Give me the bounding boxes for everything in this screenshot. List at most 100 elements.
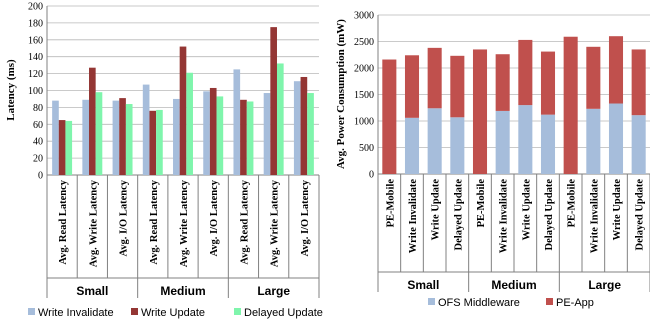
legend-label: Write Update [141,307,205,319]
legend-swatch [131,308,138,315]
bar-write-invalidate [112,100,120,175]
bar-write-update [58,120,66,175]
latency-y-axis-label: Latency (ms) [5,59,17,121]
bar-ofs-middleware [608,103,624,174]
bar-delayed-update [276,63,284,175]
bar-write-update [300,76,308,175]
bar-ofs-middleware [404,117,420,174]
x-category-label: Write Invalidate [408,179,419,254]
bar-write-update [149,110,157,175]
y-tick-label: 140 [28,52,43,63]
x-category-label: Write Update [612,179,623,241]
x-group-label: Medium [160,284,205,298]
bar-delayed-update [186,72,193,175]
x-category-label: Avg. I/O Latency [209,179,220,256]
x-category-label: PE-Mobile [476,179,487,228]
bar-ofs-middleware [540,114,556,174]
bar-delayed-update [65,120,73,175]
bar-ofs-middleware [495,110,510,174]
bar-write-invalidate [233,69,241,175]
y-tick-label: 40 [33,137,43,148]
bar-write-invalidate [142,84,150,175]
bar-delayed-update [216,96,224,175]
bar-write-invalidate [52,100,59,175]
bar-ofs-middleware [586,108,601,174]
x-category-label: Avg. Write Latency [270,179,281,267]
x-group-label: Small [76,284,108,298]
bar-write-update [89,67,96,175]
bar-write-update [270,27,277,175]
x-category-label: Delayed Update [544,179,555,251]
bar-pe-app [563,36,578,175]
x-category-label: PE-Mobile [567,179,578,228]
y-tick-label: 1500 [354,90,374,101]
x-category-label: Write Invalidate [589,179,600,254]
bar-pe-app [608,36,624,104]
legend-swatch [546,298,553,305]
x-category-label: Avg. Read Latency [239,179,250,264]
bar-write-invalidate [173,98,180,175]
y-tick-label: 2000 [354,64,374,75]
bar-pe-app [382,59,397,174]
x-category-label: Avg. Write Latency [88,179,99,267]
bar-ofs-middleware [518,105,533,174]
bar-pe-app [631,49,646,116]
legend-label: PE-App [556,297,594,309]
x-category-label: Delayed Update [635,179,646,251]
legend-label: Write Invalidate [38,307,114,319]
latency-chart: Latency (ms) 0 20 40 60 80 100 120 140 160 180 200… [5,2,323,320]
x-group-label: Large [257,284,290,298]
y-tick-label: 200 [28,2,43,13]
x-category-label: PE-Mobile [385,179,396,228]
x-category-label: Avg. Read Latency [58,179,69,264]
legend-swatch [428,298,435,305]
x-category-label: Avg. Write Latency [179,179,190,267]
bar-write-update [209,87,217,175]
legend-swatch [234,308,241,315]
bar-delayed-update [156,109,163,175]
y-tick-label: 0 [369,170,374,181]
bar-pe-app [495,54,510,111]
y-tick-label: 80 [33,103,43,114]
power-y-axis-label: Avg. Power Consumption (mW) [335,19,347,169]
bar-pe-app [586,46,601,109]
bar-write-invalidate [293,81,301,175]
bar-ofs-middleware [450,117,465,174]
legend-label: Delayed Update [244,307,323,319]
x-category-label: Write Update [521,179,532,241]
x-category-label: Write Update [431,179,442,241]
bar-write-invalidate [82,99,90,175]
x-category-label: Write Invalidate [499,179,510,254]
y-tick-label: 3000 [354,11,374,22]
bar-write-invalidate [263,93,271,175]
x-category-label: Avg. Read Latency [149,179,160,264]
power-legend: OFS Middleware PE-App [428,297,594,309]
bar-pe-app [450,55,465,118]
x-group-label: Small [407,278,439,292]
x-category-label: Avg. I/O Latency [300,179,311,256]
bar-ofs-middleware [427,108,442,174]
legend-label: OFS Middleware [438,297,520,309]
power-chart: Avg. Power Consumption (mW) 0 500 1000 1500… [335,11,650,309]
legend-swatch [28,308,35,315]
y-tick-label: 0 [38,171,43,182]
x-category-label: Delayed Update [453,179,464,251]
bar-write-invalidate [203,91,210,175]
y-tick-label: 120 [28,69,43,80]
y-tick-label: 60 [33,120,43,131]
x-group-label: Large [588,278,621,292]
bar-delayed-update [95,92,103,175]
x-category-label: Avg. I/O Latency [119,179,130,256]
latency-legend: Write Invalidate Write Update Delayed Upda… [28,307,323,319]
bar-pe-app [518,39,533,106]
x-group-label: Medium [491,278,536,292]
y-tick-label: 160 [28,35,43,46]
y-tick-label: 100 [28,86,43,97]
bar-pe-app [540,51,556,115]
bar-write-update [179,46,187,176]
y-tick-label: 2500 [354,37,374,48]
bar-pe-app [427,47,442,109]
y-tick-label: 20 [33,154,43,165]
y-tick-label: 1000 [354,117,374,128]
